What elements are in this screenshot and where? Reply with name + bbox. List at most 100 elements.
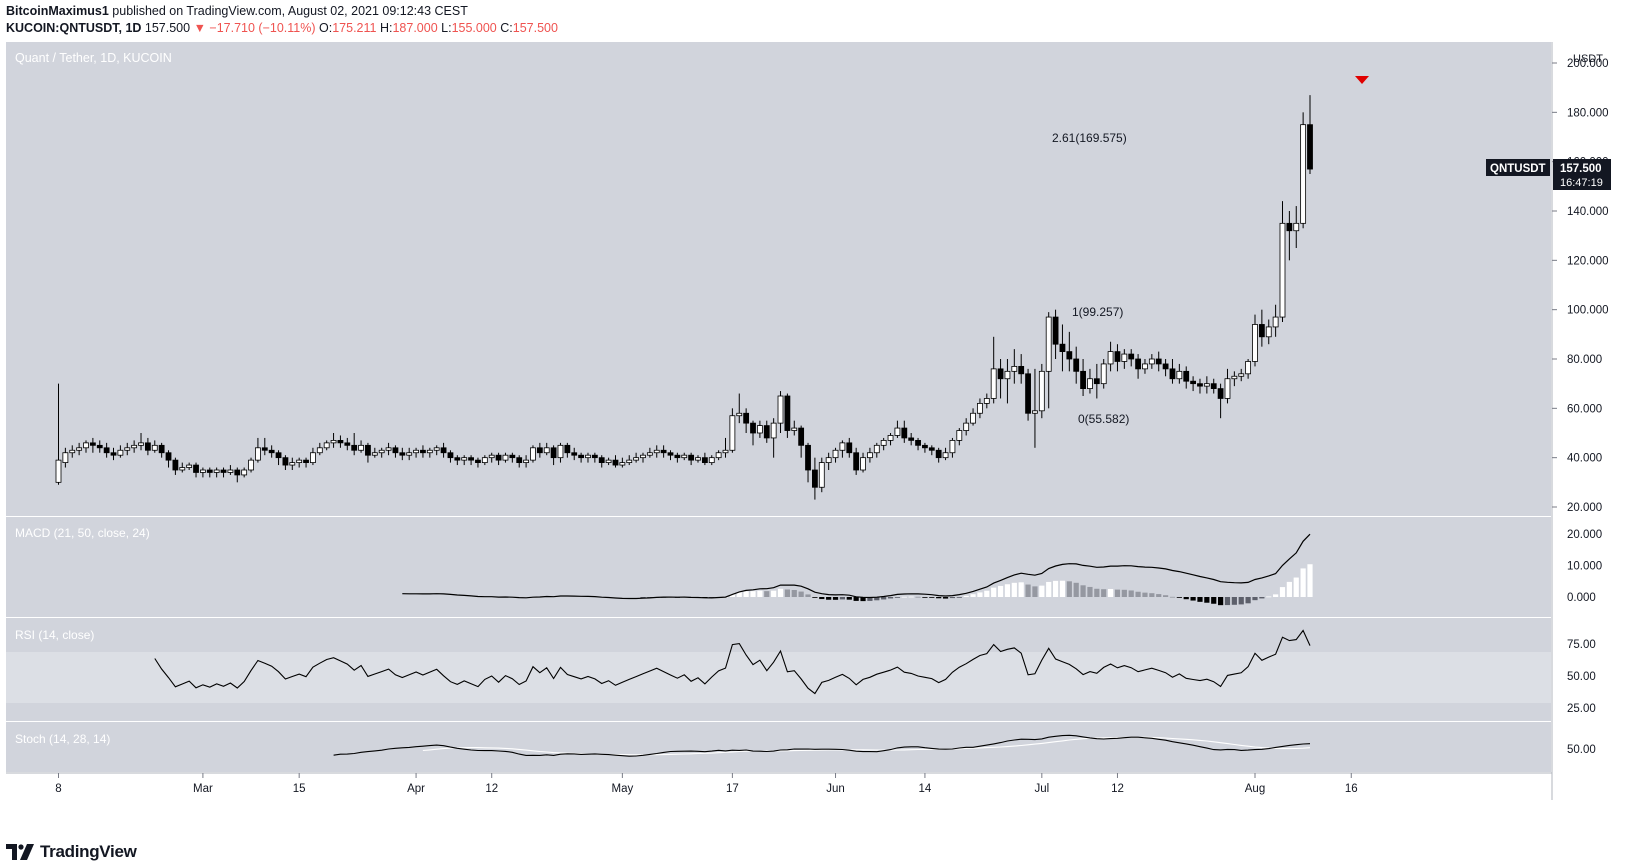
candle — [1093, 363, 1100, 399]
candle — [502, 452, 509, 463]
candle — [138, 433, 144, 451]
candle — [172, 457, 179, 475]
macd-histogram-bar — [1128, 590, 1134, 597]
candle — [887, 433, 894, 446]
macd-panel[interactable] — [6, 517, 1551, 617]
candle — [839, 440, 846, 458]
macd-histogram-bar — [1066, 581, 1072, 597]
candle — [853, 447, 860, 475]
candle — [530, 445, 536, 463]
low-label: L: — [441, 21, 452, 35]
candle — [605, 457, 612, 466]
candle — [488, 452, 495, 463]
candle — [894, 420, 901, 438]
candle — [1272, 304, 1279, 337]
time-tick-label: 17 — [726, 783, 739, 795]
candle — [818, 457, 825, 493]
candle — [323, 440, 330, 451]
price-axis[interactable]: 200.000180.000160.000140.000120.000100.0… — [1552, 58, 1609, 514]
candle — [1245, 359, 1252, 379]
candle — [200, 467, 206, 478]
macd-histogram-bar — [1011, 582, 1017, 597]
price-tick-label: 120.000 — [1567, 255, 1609, 267]
candle — [935, 447, 942, 463]
candle — [158, 442, 165, 458]
candle — [1135, 354, 1141, 379]
candle — [1265, 319, 1272, 345]
macd-histogram-bar — [640, 597, 646, 599]
candle — [653, 445, 660, 458]
time-axis[interactable]: 8 Mar 15 Apr 12 May 17 Jun 14 Jul 12 Aug 16 — [55, 773, 1358, 795]
candle — [55, 383, 62, 485]
candle — [1114, 344, 1121, 372]
candle — [915, 437, 921, 451]
macd-histogram-bar — [743, 591, 749, 597]
candle — [1258, 309, 1265, 347]
low-value: 155.000 — [451, 21, 497, 35]
candle — [908, 433, 915, 446]
candle — [867, 447, 873, 463]
candle — [385, 442, 392, 456]
macd-histogram-bar — [1046, 581, 1052, 597]
price-tick-label: 200.000 — [1567, 58, 1609, 70]
candle — [337, 435, 344, 448]
rsi-axis: 75.00 50.00 25.00 — [1567, 639, 1596, 715]
candle — [426, 447, 433, 458]
candle — [736, 393, 743, 424]
time-tick-label: 12 — [485, 783, 498, 795]
author-name[interactable]: BitcoinMaximus1 — [6, 4, 109, 18]
macd-histogram-bar — [1307, 564, 1313, 597]
macd-histogram-bar — [832, 597, 839, 600]
candle — [124, 442, 131, 456]
macd-histogram-bar — [908, 596, 914, 598]
macd-histogram-bar — [1059, 580, 1066, 597]
tradingview-logo[interactable]: TradingView — [6, 840, 137, 864]
macd-histogram-bar — [1087, 586, 1093, 597]
macd-histogram-bar — [819, 597, 825, 600]
price-panel[interactable] — [6, 42, 1551, 516]
stoch-plot — [333, 734, 1311, 757]
stoch-panel[interactable] — [6, 722, 1551, 772]
candle — [1080, 359, 1086, 396]
candle — [1066, 331, 1073, 372]
candle — [1073, 346, 1080, 384]
currency-label: USDT — [1573, 53, 1603, 65]
chart-canvas[interactable]: Quant / Tether, 1D, KUCOIN MACD (21, 50,… — [0, 42, 1627, 837]
stoch-k-line — [333, 734, 1311, 757]
candle — [1155, 351, 1162, 372]
candle — [557, 442, 564, 463]
publication-info: BitcoinMaximus1 published on TradingView… — [6, 4, 468, 18]
time-tick-label: 8 — [55, 783, 61, 795]
candle — [777, 391, 784, 433]
ohlc-legend: KUCOIN:QNTUSDT, 1D 157.500 ▼ −17.710 (−1… — [6, 21, 558, 35]
stoch-axis: 50.00 — [1567, 744, 1596, 756]
macd-histogram-bar — [1197, 597, 1203, 602]
macd-histogram-bar — [1149, 593, 1155, 597]
candle — [949, 437, 956, 458]
tradingview-brand: TradingView — [40, 842, 137, 861]
candle — [62, 447, 69, 468]
macd-tick-label: 0.000 — [1567, 592, 1596, 604]
candle — [1142, 359, 1148, 374]
macd-histogram-bar — [1211, 597, 1217, 604]
macd-histogram-bar — [777, 588, 784, 597]
macd-histogram-bar — [1224, 597, 1231, 606]
candle — [1203, 376, 1210, 394]
macd-tick-label: 10.000 — [1567, 561, 1602, 573]
macd-histogram-bar — [1101, 589, 1107, 597]
candle — [543, 442, 550, 456]
macd-histogram-bar — [1052, 580, 1059, 597]
macd-histogram-bar — [887, 597, 894, 599]
candle — [784, 393, 791, 438]
chart-area[interactable]: Quant / Tether, 1D, KUCOIN MACD (21, 50,… — [0, 42, 1627, 837]
candle — [399, 447, 406, 461]
candle — [1107, 341, 1114, 372]
macd-histogram-bar — [1183, 597, 1189, 600]
candle — [578, 452, 585, 463]
candle — [1238, 368, 1245, 382]
candle — [550, 445, 557, 466]
macd-histogram-bar — [791, 589, 797, 597]
macd-histogram-bar — [915, 596, 921, 598]
candle — [110, 447, 117, 461]
candle — [805, 442, 811, 483]
